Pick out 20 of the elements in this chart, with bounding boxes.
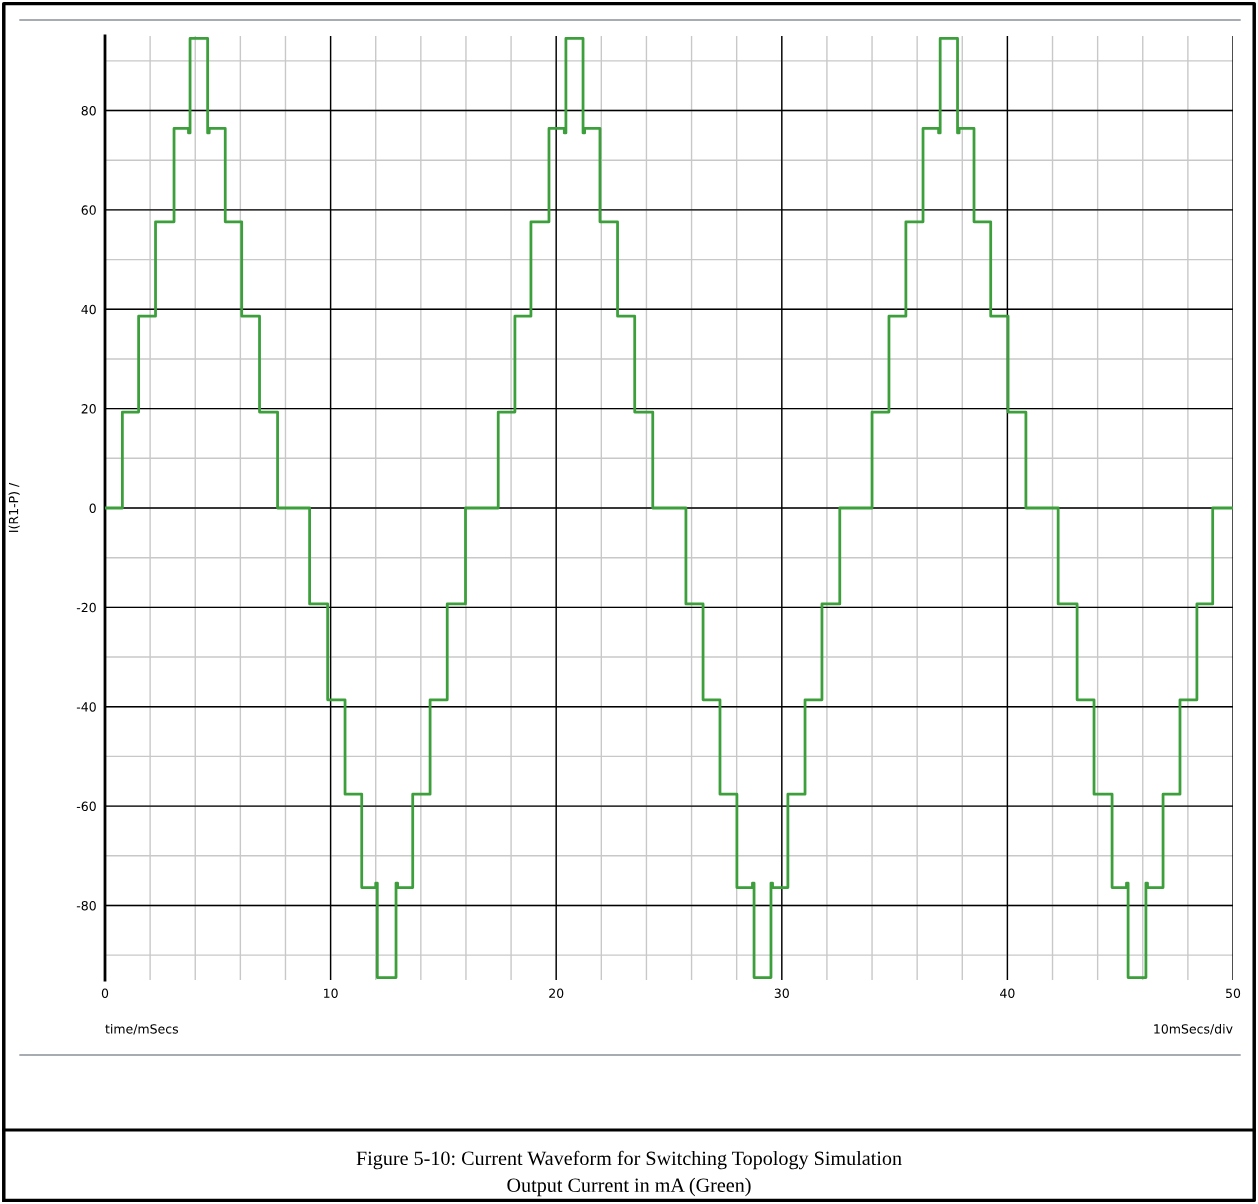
x-tick-label: 40	[1000, 988, 1015, 999]
y-tick-label: 80	[81, 106, 96, 116]
x-tick-label: 30	[774, 988, 789, 999]
x-tick-label: 10	[324, 988, 338, 999]
y-tick-label: -40	[76, 702, 96, 712]
text: 10mSecs/div	[1154, 1023, 1233, 1035]
y-tick-label: -20	[76, 602, 96, 613]
y-tick-label: -80	[76, 900, 96, 911]
y-tick-label: 0	[89, 503, 96, 513]
text: time/mSecs	[105, 1023, 179, 1035]
y-tick-label: 60	[81, 205, 96, 215]
y-axis-title: I(R1-P) /	[8, 482, 20, 532]
y-tick-label: 20	[81, 404, 96, 414]
y-tick-label: 40	[81, 304, 96, 315]
text: Output Current in mA (Green)	[507, 1177, 751, 1197]
text: Figure 5-10: Current Waveform for Switching Topology Simulation	[356, 1150, 902, 1170]
x-tick-label: 0	[101, 988, 109, 999]
x-tick-label: 50	[1226, 988, 1241, 999]
y-tick-label: -60	[76, 801, 96, 812]
x-tick-label: 20	[549, 988, 564, 999]
